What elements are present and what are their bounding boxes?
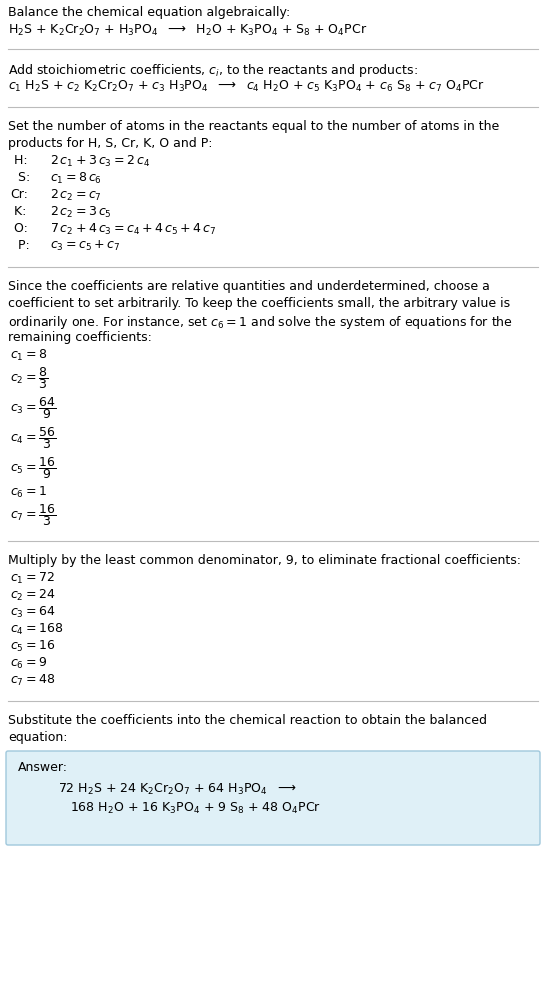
Text: Multiply by the least common denominator, 9, to eliminate fractional coefficient: Multiply by the least common denominator… — [8, 554, 521, 567]
Text: $c_3 = 64$: $c_3 = 64$ — [10, 605, 55, 621]
Text: ordinarily one. For instance, set $c_6 = 1$ and solve the system of equations fo: ordinarily one. For instance, set $c_6 =… — [8, 314, 513, 331]
Text: equation:: equation: — [8, 731, 68, 744]
Text: coefficient to set arbitrarily. To keep the coefficients small, the arbitrary va: coefficient to set arbitrarily. To keep … — [8, 297, 510, 310]
Text: $7\,c_2 + 4\,c_3 = c_4 + 4\,c_5 + 4\,c_7$: $7\,c_2 + 4\,c_3 = c_4 + 4\,c_5 + 4\,c_7… — [50, 222, 216, 237]
Text: K:: K: — [10, 205, 26, 218]
Text: products for H, S, Cr, K, O and P:: products for H, S, Cr, K, O and P: — [8, 137, 212, 150]
Text: Add stoichiometric coefficients, $c_i$, to the reactants and products:: Add stoichiometric coefficients, $c_i$, … — [8, 62, 418, 79]
Text: 168 H$_2$O + 16 K$_3$PO$_4$ + 9 S$_8$ + 48 O$_4$PCr: 168 H$_2$O + 16 K$_3$PO$_4$ + 9 S$_8$ + … — [70, 801, 321, 816]
Text: $2\,c_2 = c_7$: $2\,c_2 = c_7$ — [50, 188, 102, 203]
Text: H:: H: — [10, 154, 28, 167]
Text: 72 H$_2$S + 24 K$_2$Cr$_2$O$_7$ + 64 H$_3$PO$_4$  $\longrightarrow$: 72 H$_2$S + 24 K$_2$Cr$_2$O$_7$ + 64 H$_… — [58, 782, 296, 797]
Text: $c_7 = \dfrac{16}{3}$: $c_7 = \dfrac{16}{3}$ — [10, 502, 56, 528]
Text: $c_2 = 24$: $c_2 = 24$ — [10, 588, 55, 604]
Text: $c_3 = \dfrac{64}{9}$: $c_3 = \dfrac{64}{9}$ — [10, 395, 56, 421]
Text: $c_5 = 16$: $c_5 = 16$ — [10, 639, 55, 654]
Text: P:: P: — [10, 239, 29, 252]
Text: $c_1$ H$_2$S + $c_2$ K$_2$Cr$_2$O$_7$ + $c_3$ H$_3$PO$_4$  $\longrightarrow$  $c: $c_1$ H$_2$S + $c_2$ K$_2$Cr$_2$O$_7$ + … — [8, 79, 485, 94]
FancyBboxPatch shape — [6, 751, 540, 845]
Text: S:: S: — [10, 171, 30, 184]
Text: $c_4 = 168$: $c_4 = 168$ — [10, 622, 63, 637]
Text: $c_2 = \dfrac{8}{3}$: $c_2 = \dfrac{8}{3}$ — [10, 365, 48, 390]
Text: $2\,c_2 = 3\,c_5$: $2\,c_2 = 3\,c_5$ — [50, 205, 112, 220]
Text: $c_6 = 9$: $c_6 = 9$ — [10, 656, 47, 671]
Text: remaining coefficients:: remaining coefficients: — [8, 331, 152, 344]
Text: Set the number of atoms in the reactants equal to the number of atoms in the: Set the number of atoms in the reactants… — [8, 120, 499, 133]
Text: $c_3 = c_5 + c_7$: $c_3 = c_5 + c_7$ — [50, 239, 120, 253]
Text: $c_1 = 8\,c_6$: $c_1 = 8\,c_6$ — [50, 171, 102, 186]
Text: Substitute the coefficients into the chemical reaction to obtain the balanced: Substitute the coefficients into the che… — [8, 714, 487, 727]
Text: $c_4 = \dfrac{56}{3}$: $c_4 = \dfrac{56}{3}$ — [10, 425, 56, 451]
Text: $c_5 = \dfrac{16}{9}$: $c_5 = \dfrac{16}{9}$ — [10, 455, 56, 481]
Text: Cr:: Cr: — [10, 188, 28, 201]
Text: Answer:: Answer: — [18, 761, 68, 774]
Text: $c_7 = 48$: $c_7 = 48$ — [10, 673, 55, 688]
Text: $c_1 = 72$: $c_1 = 72$ — [10, 571, 55, 586]
Text: $c_6 = 1$: $c_6 = 1$ — [10, 485, 47, 500]
Text: $2\,c_1 + 3\,c_3 = 2\,c_4$: $2\,c_1 + 3\,c_3 = 2\,c_4$ — [50, 154, 150, 169]
Text: Since the coefficients are relative quantities and underdetermined, choose a: Since the coefficients are relative quan… — [8, 280, 490, 293]
Text: O:: O: — [10, 222, 28, 235]
Text: Balance the chemical equation algebraically:: Balance the chemical equation algebraica… — [8, 6, 290, 19]
Text: H$_2$S + K$_2$Cr$_2$O$_7$ + H$_3$PO$_4$  $\longrightarrow$  H$_2$O + K$_3$PO$_4$: H$_2$S + K$_2$Cr$_2$O$_7$ + H$_3$PO$_4$ … — [8, 23, 367, 38]
Text: $c_1 = 8$: $c_1 = 8$ — [10, 348, 48, 364]
